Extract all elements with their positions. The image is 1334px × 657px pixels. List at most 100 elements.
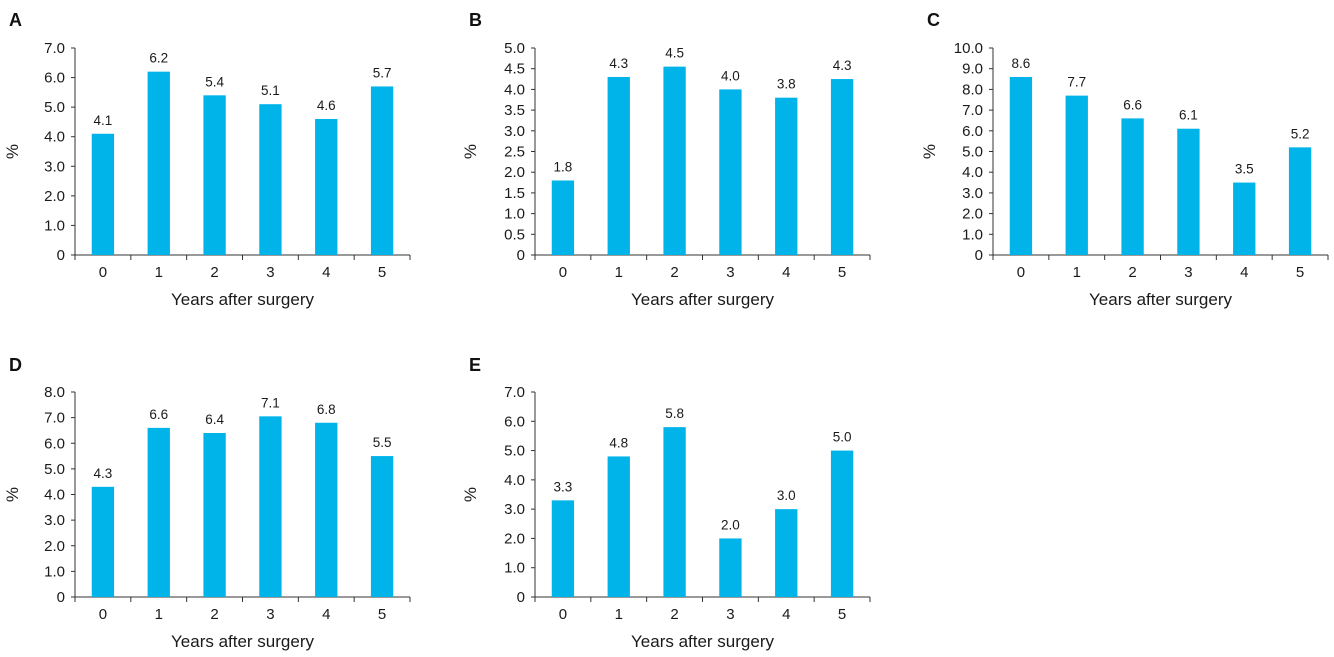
bar (203, 95, 226, 255)
x-tick-label: 1 (615, 606, 623, 623)
y-tick-label: 2.0 (504, 530, 525, 547)
y-tick-label: 4.0 (504, 81, 525, 98)
y-tick-label: 6.0 (44, 435, 65, 452)
bar (1009, 76, 1033, 255)
y-tick-label: 2.0 (504, 164, 525, 181)
y-tick-label: 2.0 (962, 206, 983, 223)
bar (830, 79, 854, 255)
y-tick-label: 1.0 (44, 563, 65, 580)
bar (607, 456, 630, 597)
y-tick-label: 10.0 (954, 40, 983, 57)
y-axis-title: % (461, 144, 480, 159)
x-tick-label: 1 (155, 264, 163, 281)
y-axis-title: % (461, 487, 480, 502)
x-tick-label: 1 (615, 264, 623, 281)
y-tick-label: 0 (517, 589, 525, 606)
y-tick-label: 8.0 (44, 384, 65, 401)
y-tick-label: 8.0 (962, 81, 983, 98)
bar (1121, 118, 1144, 255)
data-label: 4.0 (721, 68, 740, 83)
data-label: 5.2 (1291, 126, 1310, 141)
data-label: 5.5 (373, 435, 392, 450)
data-label: 6.1 (1179, 108, 1198, 123)
data-label: 4.3 (833, 58, 852, 73)
data-label: 6.6 (1123, 97, 1142, 112)
y-tick-label: 1.0 (504, 206, 525, 223)
y-tick-label: 0.5 (504, 226, 525, 243)
bar (551, 500, 575, 597)
bar-chart-c: 0 1.0 2.0 3.0 4.0 5.0 6.0 7.0 8.0 9.0 10.0 8.6 0 7.7 1… (920, 40, 1329, 309)
bar (91, 133, 115, 255)
y-tick-label: 4.0 (504, 472, 525, 489)
y-tick-label: 0 (57, 247, 65, 264)
x-tick-label: 0 (559, 606, 567, 623)
y-tick-label: 6.0 (504, 413, 525, 430)
bar-chart-d: 0 1.0 2.0 3.0 4.0 5.0 6.0 7.0 8.0 4.3 0 6.6 1 6.4 2 7.1… (3, 384, 411, 651)
data-label: 3.3 (554, 479, 573, 494)
y-tick-label: 1.0 (504, 560, 525, 577)
bar (203, 433, 226, 597)
bar-chart-e: 0 1.0 2.0 3.0 4.0 5.0 6.0 7.0 3.3 0 4.8 1 5.8 2 2.0 3 3.… (461, 384, 871, 651)
data-label: 5.4 (205, 74, 224, 89)
y-axis-title: % (3, 144, 22, 159)
bar (147, 71, 170, 256)
x-axis-title: Years after surgery (631, 290, 774, 309)
bar (91, 486, 115, 597)
bar (551, 180, 575, 255)
panel-letter: C (927, 10, 940, 30)
x-tick-label: 1 (1073, 264, 1081, 281)
panel-letter: E (469, 355, 482, 375)
x-tick-label: 2 (1128, 264, 1136, 281)
x-tick-label: 2 (210, 606, 218, 623)
x-axis-title: Years after surgery (171, 632, 314, 651)
x-tick-label: 5 (378, 606, 386, 623)
x-tick-label: 0 (99, 264, 107, 281)
bar (830, 450, 854, 597)
bar (1177, 128, 1200, 255)
y-tick-label: 3.0 (504, 501, 525, 518)
bar (259, 416, 282, 597)
x-tick-label: 5 (1296, 264, 1304, 281)
x-tick-label: 5 (378, 264, 386, 281)
y-tick-label: 3.5 (504, 102, 525, 119)
data-label: 4.5 (665, 46, 684, 61)
data-label: 3.5 (1235, 162, 1254, 177)
data-label: 4.3 (609, 56, 628, 71)
data-label: 5.7 (373, 65, 392, 80)
y-tick-label: 2.0 (44, 538, 65, 555)
y-tick-label: 3.0 (44, 512, 65, 529)
bar-chart-b: 0 0.5 1.0 1.5 2.0 2.5 3.0 3.5 4.0 4.5 5.0 1.8 0 4.3 1 4… (461, 40, 871, 309)
x-tick-label: 1 (155, 606, 163, 623)
y-axis-title: % (3, 487, 22, 502)
x-axis-title: Years after surgery (631, 632, 774, 651)
bar (315, 422, 338, 597)
bar (663, 427, 686, 597)
y-tick-label: 4.0 (44, 129, 65, 146)
y-tick-label: 5.0 (504, 443, 525, 460)
bar (1065, 95, 1088, 255)
bar (1288, 147, 1312, 255)
y-tick-label: 5.0 (962, 144, 983, 161)
y-tick-label: 1.0 (962, 226, 983, 243)
y-tick-label: 1.0 (44, 217, 65, 234)
y-tick-label: 9.0 (962, 61, 983, 78)
x-tick-label: 4 (322, 606, 330, 623)
x-tick-label: 5 (838, 264, 846, 281)
y-tick-label: 2.5 (504, 144, 525, 161)
x-tick-label: 2 (670, 264, 678, 281)
y-tick-label: 6.0 (44, 70, 65, 87)
bar (370, 86, 394, 255)
y-tick-label: 5.0 (44, 461, 65, 478)
data-label: 5.1 (261, 83, 280, 98)
x-tick-label: 2 (670, 606, 678, 623)
data-label: 8.6 (1012, 56, 1031, 71)
bar (607, 76, 630, 255)
x-tick-label: 4 (782, 264, 790, 281)
y-tick-label: 4.0 (962, 164, 983, 181)
x-tick-label: 0 (559, 264, 567, 281)
data-label: 3.0 (777, 488, 796, 503)
y-tick-label: 1.5 (504, 185, 525, 202)
x-axis-title: Years after surgery (171, 290, 314, 309)
x-tick-label: 0 (1017, 264, 1025, 281)
data-label: 6.2 (149, 51, 168, 66)
